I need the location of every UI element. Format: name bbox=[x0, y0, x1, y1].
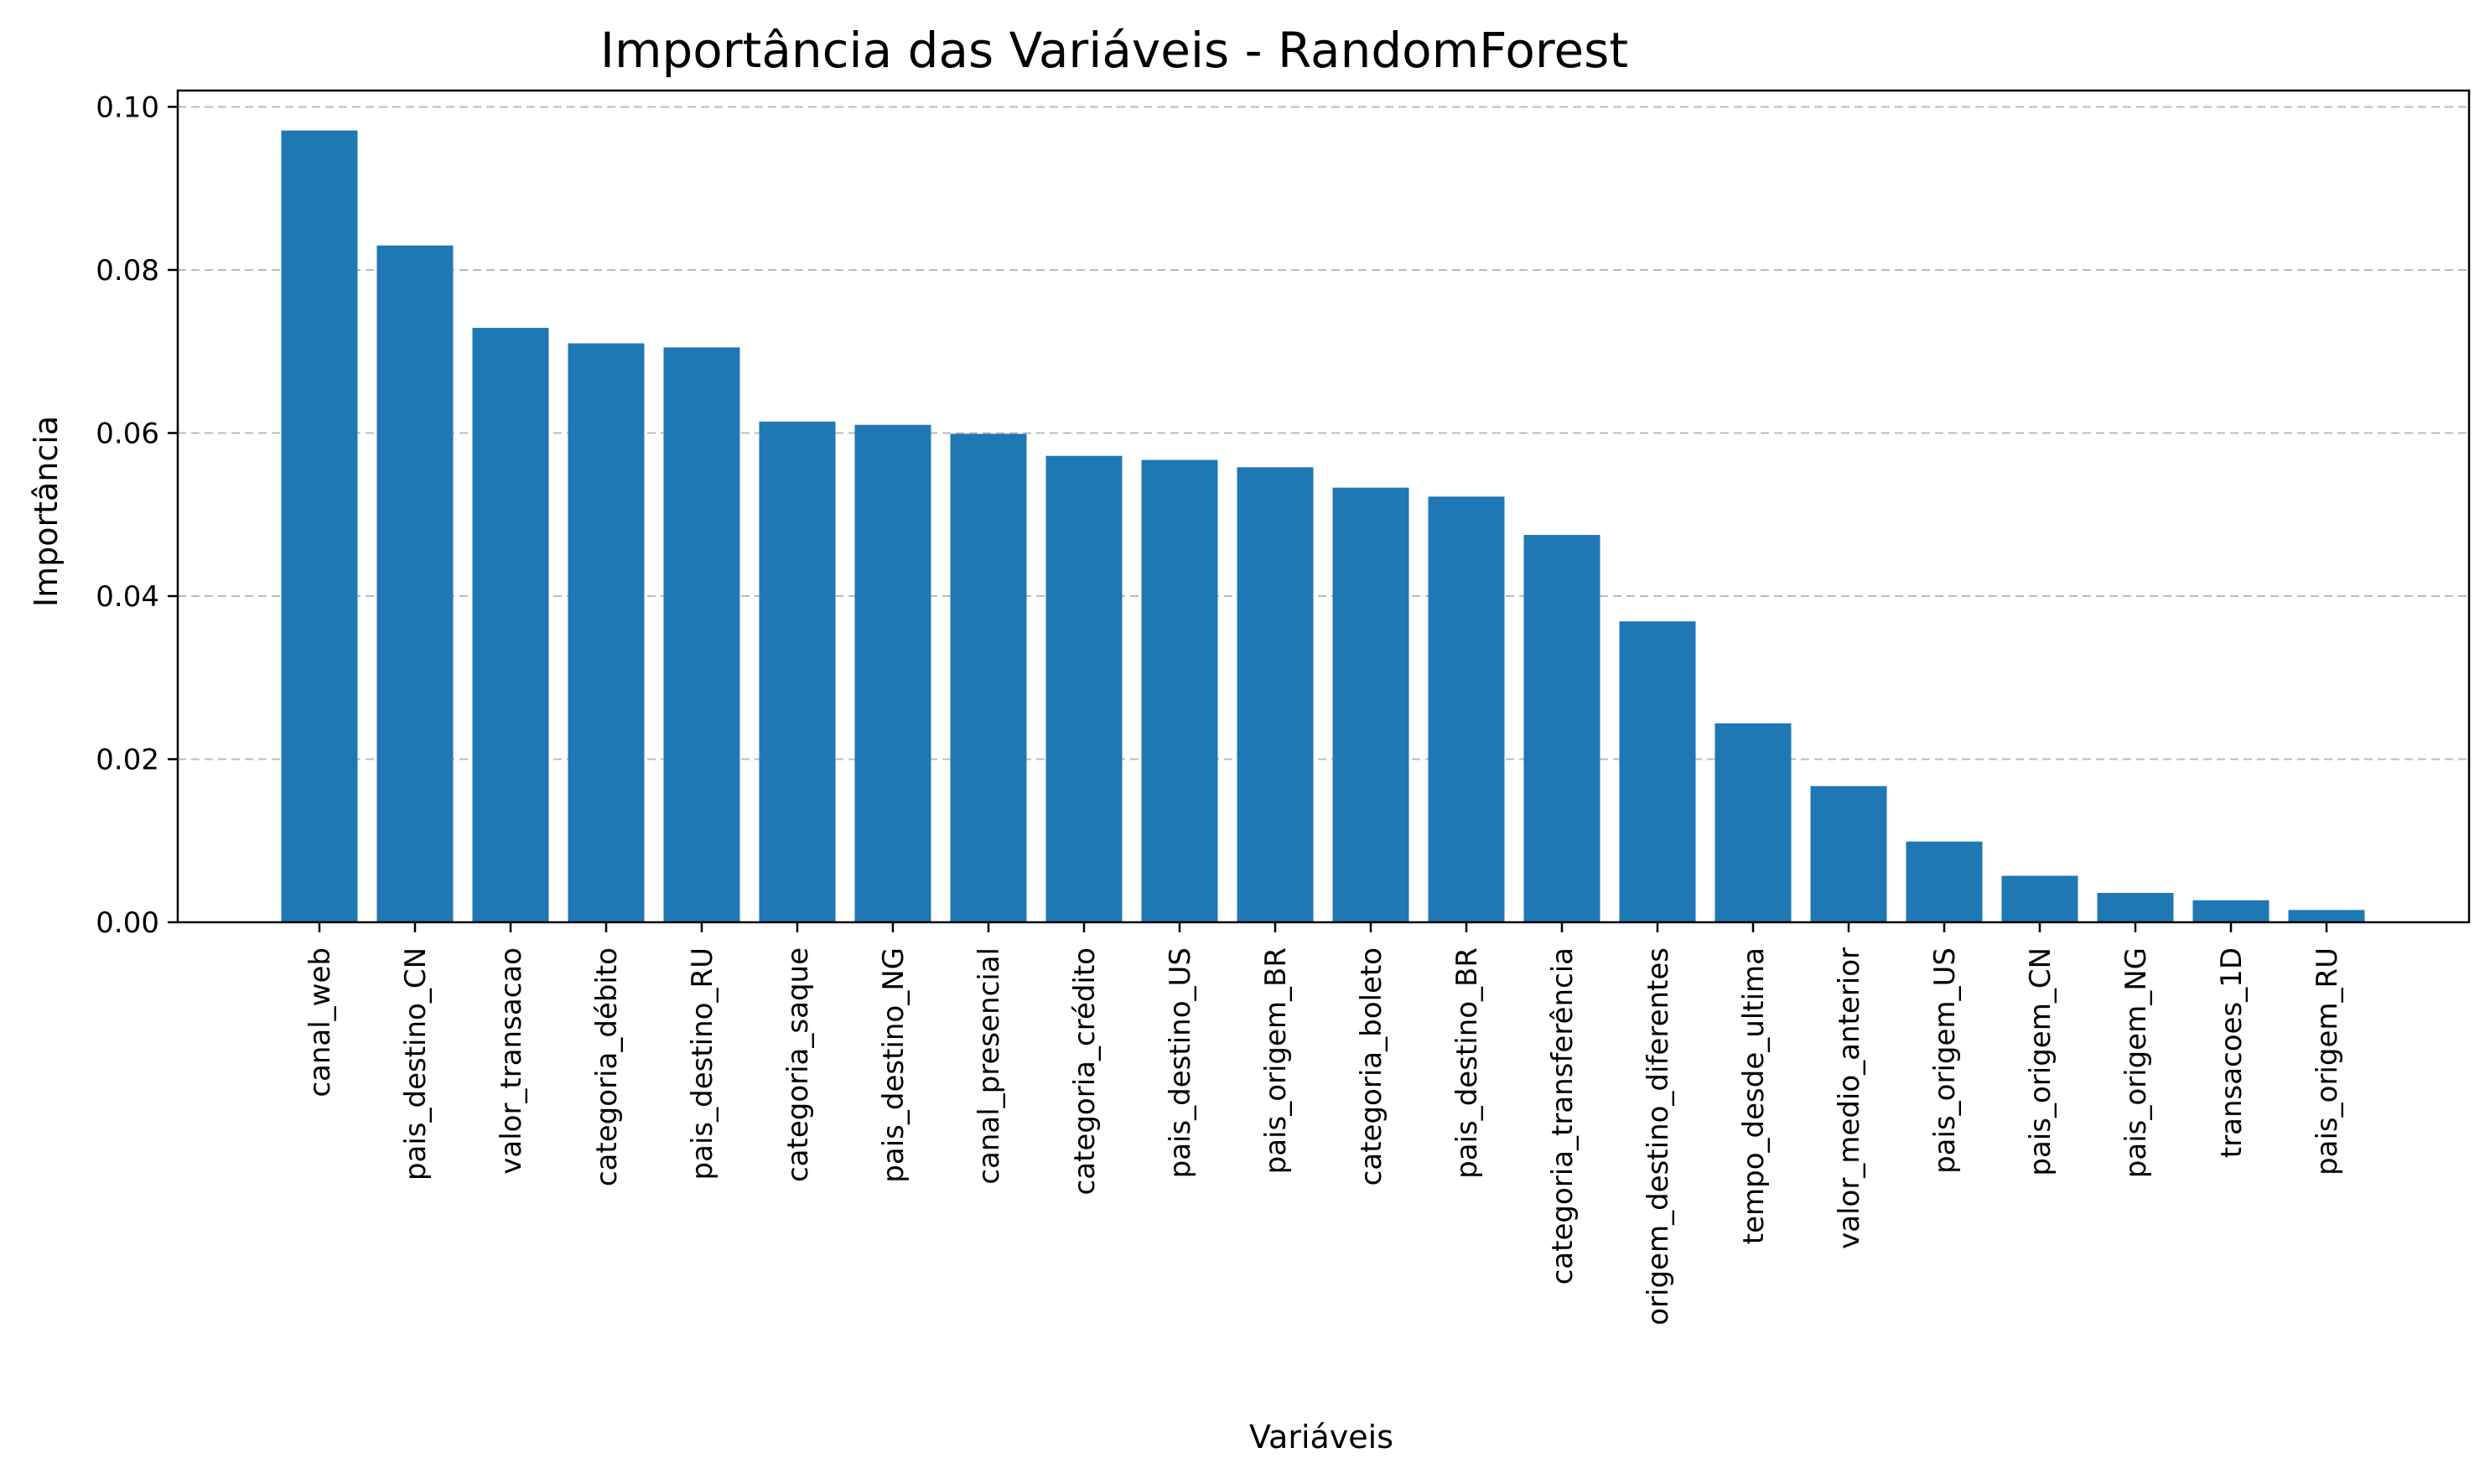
plot-frame bbox=[176, 89, 2471, 924]
bar-pais_destino_BR bbox=[1428, 496, 1505, 922]
x-tick-label: categoria_saque bbox=[781, 947, 815, 1182]
y-tick-label: 0.04 bbox=[96, 580, 159, 614]
bar-categoria_boleto bbox=[1332, 487, 1409, 922]
bar-pais_destino_US bbox=[1141, 459, 1218, 922]
x-tick-label: pais_origem_RU bbox=[2311, 947, 2344, 1175]
bars bbox=[281, 130, 2365, 923]
x-tick-label: canal_web bbox=[303, 947, 337, 1097]
bar-pais_origem_BR bbox=[1237, 467, 1314, 922]
x-tick-label: pais_origem_NG bbox=[2119, 947, 2153, 1178]
y-tick-label: 0.02 bbox=[96, 743, 159, 776]
x-tick-label: valor_transacao bbox=[495, 947, 528, 1175]
x-tick-label: categoria_transferência bbox=[1546, 947, 1580, 1284]
bar-pais_destino_NG bbox=[854, 424, 931, 922]
x-axis-label: Variáveis bbox=[1249, 1419, 1393, 1455]
bar-tempo_desde_ultima bbox=[1714, 723, 1792, 922]
bar-valor_transacao bbox=[472, 328, 549, 922]
x-tick-label: pais_destino_CN bbox=[399, 947, 433, 1180]
x-tick-label: valor_medio_anterior bbox=[1833, 947, 1866, 1249]
bar-valor_medio_anterior bbox=[1810, 786, 1887, 922]
x-axis-ticks: canal_web pais_destino_CN valor_transacao c… bbox=[303, 922, 2344, 1326]
bar-pais_destino_RU bbox=[663, 347, 740, 923]
bar-pais_origem_RU bbox=[2288, 910, 2365, 922]
x-tick-label: pais_origem_US bbox=[1928, 947, 1962, 1174]
y-tick-label: 0.10 bbox=[96, 91, 159, 124]
y-tick-label: 0.00 bbox=[96, 906, 159, 940]
bar-categoria_débito bbox=[568, 343, 645, 922]
y-tick-label: 0.08 bbox=[96, 254, 159, 288]
x-tick-label: pais_destino_NG bbox=[877, 947, 910, 1183]
bar-pais_origem_CN bbox=[2001, 875, 2078, 922]
y-axis-label: Importância bbox=[28, 416, 65, 607]
x-tick-label: pais_destino_BR bbox=[1450, 947, 1484, 1179]
x-tick-label: pais_origem_CN bbox=[2024, 947, 2057, 1176]
bar-canal_presencial bbox=[950, 433, 1027, 922]
x-tick-label: categoria_débito bbox=[590, 947, 624, 1186]
y-axis-ticks: 0.00 0.02 0.04 0.06 0.08 0.10 bbox=[96, 91, 178, 940]
x-tick-label: tempo_desde_ultima bbox=[1737, 947, 1771, 1244]
bar-canal_web bbox=[281, 130, 358, 922]
bar-pais_origem_NG bbox=[2097, 892, 2174, 922]
x-tick-label: canal_presencial bbox=[973, 947, 1006, 1185]
x-tick-label: categoria_crédito bbox=[1068, 947, 1102, 1195]
chart-title: Importância das Variáveis - RandomForest bbox=[600, 22, 1628, 79]
bar-categoria_saque bbox=[759, 421, 836, 923]
x-tick-label: origem_destino_diferentes bbox=[1642, 947, 1675, 1326]
bar-pais_destino_CN bbox=[376, 245, 454, 922]
x-tick-label: pais_destino_RU bbox=[686, 947, 719, 1180]
bar-categoria_transferência bbox=[1523, 535, 1600, 922]
x-tick-label: transacoes_1D bbox=[2215, 947, 2249, 1158]
x-tick-label: categoria_boleto bbox=[1355, 947, 1388, 1186]
y-tick-label: 0.06 bbox=[96, 417, 159, 450]
bar-transacoes_1D bbox=[2192, 900, 2270, 922]
x-tick-label: pais_destino_US bbox=[1164, 947, 1197, 1178]
bar-categoria_crédito bbox=[1045, 455, 1123, 922]
x-tick-label: pais_origem_BR bbox=[1259, 947, 1293, 1174]
bar-pais_origem_US bbox=[1906, 841, 1983, 922]
bar-origem_destino_diferentes bbox=[1619, 621, 1696, 922]
